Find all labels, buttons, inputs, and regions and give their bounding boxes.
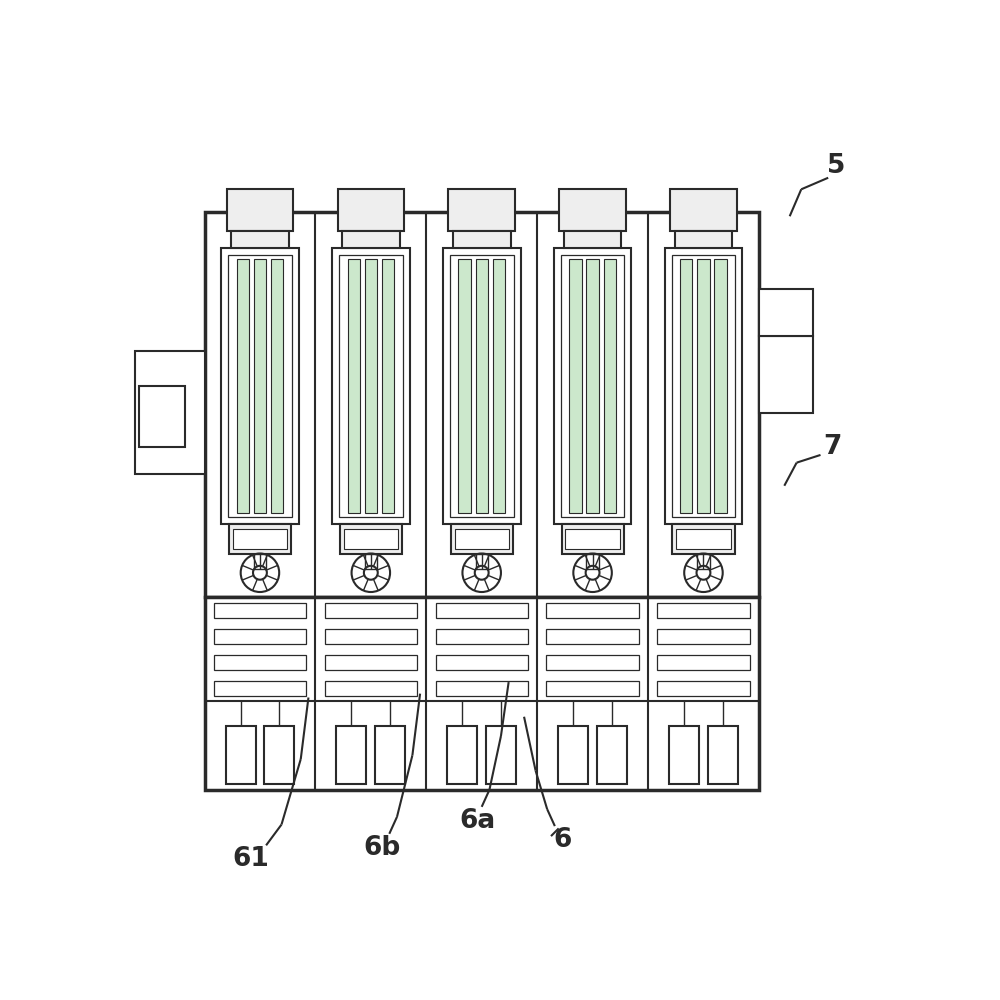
Bar: [453, 231, 511, 248]
Bar: [680, 259, 692, 513]
Bar: [451, 524, 513, 554]
Bar: [271, 259, 283, 513]
Bar: [657, 603, 750, 618]
Bar: [476, 554, 488, 569]
Bar: [714, 259, 727, 513]
Bar: [455, 529, 509, 549]
Bar: [676, 529, 731, 549]
Bar: [325, 629, 417, 644]
Bar: [229, 524, 291, 554]
Bar: [237, 259, 249, 513]
Text: 7: 7: [823, 434, 841, 460]
Bar: [447, 726, 477, 784]
Text: 6: 6: [553, 827, 572, 853]
Bar: [597, 726, 627, 784]
Bar: [564, 231, 621, 248]
Bar: [604, 259, 616, 513]
Bar: [436, 655, 528, 670]
Bar: [561, 255, 624, 517]
Bar: [214, 655, 306, 670]
Bar: [365, 554, 377, 569]
Bar: [344, 529, 398, 549]
Bar: [665, 248, 742, 524]
Bar: [340, 524, 402, 554]
Bar: [375, 726, 405, 784]
Bar: [227, 189, 293, 231]
Bar: [458, 259, 471, 513]
Text: 6a: 6a: [460, 808, 496, 834]
Bar: [325, 655, 417, 670]
Bar: [342, 231, 400, 248]
Bar: [254, 259, 266, 513]
Bar: [546, 655, 639, 670]
Bar: [559, 189, 626, 231]
Bar: [558, 726, 588, 784]
Bar: [546, 681, 639, 696]
Bar: [759, 336, 813, 413]
Bar: [205, 597, 759, 790]
Bar: [586, 554, 599, 569]
Bar: [221, 248, 299, 524]
Bar: [325, 603, 417, 618]
Bar: [325, 681, 417, 696]
Bar: [233, 529, 287, 549]
Bar: [348, 259, 360, 513]
Bar: [332, 248, 410, 524]
Bar: [436, 681, 528, 696]
Bar: [486, 726, 516, 784]
Bar: [205, 212, 759, 597]
Bar: [708, 726, 738, 784]
Bar: [546, 629, 639, 644]
Bar: [562, 524, 624, 554]
Bar: [139, 386, 185, 447]
Bar: [135, 351, 205, 474]
Bar: [338, 189, 404, 231]
Bar: [336, 726, 366, 784]
Bar: [264, 726, 294, 784]
Bar: [565, 529, 620, 549]
Bar: [546, 603, 639, 618]
Text: 5: 5: [827, 153, 845, 179]
Bar: [231, 231, 289, 248]
Bar: [672, 255, 735, 517]
Bar: [214, 603, 306, 618]
Bar: [254, 554, 266, 569]
Bar: [697, 554, 710, 569]
Bar: [670, 189, 737, 231]
Bar: [669, 726, 699, 784]
Text: 61: 61: [232, 846, 269, 872]
Bar: [228, 255, 292, 517]
Bar: [339, 255, 403, 517]
Bar: [450, 255, 514, 517]
Bar: [436, 603, 528, 618]
Bar: [443, 248, 521, 524]
Bar: [554, 248, 631, 524]
Bar: [657, 655, 750, 670]
Bar: [586, 259, 599, 513]
Bar: [675, 231, 732, 248]
Bar: [672, 524, 735, 554]
Bar: [493, 259, 505, 513]
Bar: [569, 259, 582, 513]
Bar: [226, 726, 256, 784]
Bar: [436, 629, 528, 644]
Bar: [448, 189, 515, 231]
Bar: [382, 259, 394, 513]
Bar: [476, 259, 488, 513]
Bar: [657, 629, 750, 644]
Bar: [214, 681, 306, 696]
Bar: [365, 259, 377, 513]
Bar: [214, 629, 306, 644]
Bar: [697, 259, 710, 513]
Text: 6b: 6b: [363, 835, 400, 861]
Bar: [759, 289, 813, 336]
Bar: [657, 681, 750, 696]
